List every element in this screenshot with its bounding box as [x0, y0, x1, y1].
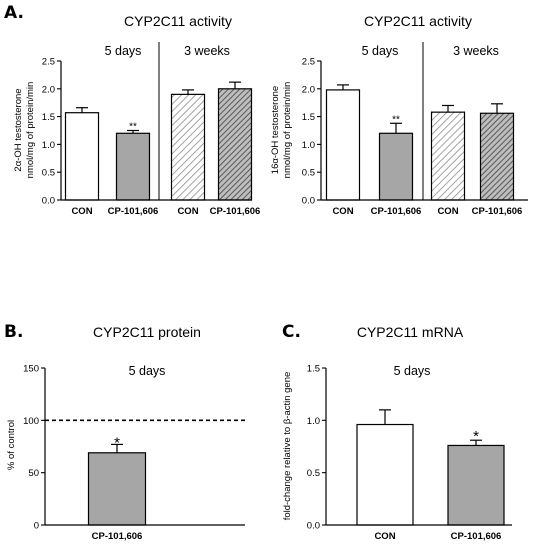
y-axis-label-line2: nmol/mg of protein/min	[25, 82, 36, 179]
y-tick-label: 2.5	[302, 57, 315, 68]
bars: *	[87, 434, 147, 526]
significance-marker: *	[473, 428, 479, 445]
y-tick-label: 0.0	[302, 196, 315, 207]
y-ticks: 0.0 0.5 1.0 1.5 2.0 2.5	[302, 57, 321, 207]
bars: *	[356, 409, 505, 526]
y-tick-label: 1.0	[42, 140, 55, 151]
category-labels: CP-101,606	[92, 531, 143, 542]
y-ticks: 0.0 0.5 1.0 1.5	[307, 364, 326, 532]
bars: **	[64, 81, 253, 201]
panel-letter-b: B.	[4, 322, 23, 342]
y-tick-label: 150	[23, 364, 39, 375]
chart-activity-16a: CYP2C11 activity 5 days 3 weeks 16α-OH t…	[270, 13, 528, 217]
category-labels: CON CP-101,606 CON CP-101,606	[71, 206, 260, 217]
bars: **	[325, 84, 515, 201]
y-tick-label: 2.0	[302, 84, 315, 95]
category-label: CP-101,606	[210, 206, 261, 217]
y-tick-label: 0.0	[42, 196, 55, 207]
bar	[447, 444, 505, 526]
chart-title: CYP2C11 activity	[124, 13, 232, 29]
group-label-5-days: 5 days	[394, 364, 431, 378]
y-tick-label: 1.5	[307, 364, 320, 375]
y-tick-label: 0.5	[42, 168, 55, 179]
category-labels: CON CP-101,606	[374, 531, 501, 542]
y-tick-label: 50	[28, 468, 39, 479]
category-label: CP-101,606	[371, 206, 422, 217]
y-tick-label: 1.5	[302, 112, 315, 123]
category-labels: CON CP-101,606 CON CP-101,606	[332, 206, 522, 217]
bar	[325, 89, 361, 201]
group-label-5-days: 5 days	[362, 44, 399, 58]
y-axis-label-line1: 16α-OH testosterone	[270, 86, 281, 174]
y-axis-label: % of control	[6, 420, 17, 470]
bar	[479, 112, 515, 201]
y-tick-label: 1.0	[302, 140, 315, 151]
bar	[356, 423, 414, 526]
group-label-5-days: 5 days	[129, 364, 166, 378]
chart-mrna: CYP2C11 mRNA 5 days fold-change relative…	[282, 324, 512, 542]
chart-title: CYP2C11 protein	[93, 324, 201, 340]
bar	[217, 88, 253, 201]
category-label: CP-101,606	[472, 206, 523, 217]
bar	[64, 112, 100, 201]
significance-marker: *	[114, 434, 120, 451]
y-tick-label: 100	[23, 416, 39, 427]
category-label: CON	[71, 206, 92, 217]
bar	[378, 132, 414, 201]
category-label: CP-101,606	[108, 206, 159, 217]
bar	[115, 132, 151, 201]
category-label: CON	[177, 206, 198, 217]
category-label: CP-101,606	[92, 531, 143, 542]
y-tick-label: 0.0	[307, 521, 320, 532]
chart-protein: CYP2C11 protein 5 days % of control 0 50 1…	[6, 324, 245, 542]
bar	[170, 93, 206, 201]
category-label: CP-101,606	[451, 531, 502, 542]
y-ticks: 0.0 0.5 1.0 1.5 2.0 2.5	[42, 57, 61, 207]
category-label: CON	[374, 531, 395, 542]
y-tick-label: 2.0	[42, 84, 55, 95]
group-label-3-weeks: 3 weeks	[453, 44, 499, 58]
bar	[430, 111, 466, 201]
y-tick-label: 0.5	[302, 168, 315, 179]
y-tick-label: 1.0	[307, 416, 320, 427]
panel-letter-c: C.	[282, 322, 301, 342]
group-label-3-weeks: 3 weeks	[184, 44, 230, 58]
chart-activity-2a: CYP2C11 activity 5 days 3 weeks 2α-OH te…	[13, 13, 260, 217]
group-label-5-days: 5 days	[105, 44, 142, 58]
y-tick-label: 1.5	[42, 112, 55, 123]
significance-marker: **	[129, 122, 137, 133]
chart-title: CYP2C11 mRNA	[357, 324, 464, 340]
category-label: CON	[437, 206, 458, 217]
y-tick-label: 2.5	[42, 57, 55, 68]
category-label: CON	[332, 206, 353, 217]
bar	[87, 452, 147, 526]
y-axis-label-line1: 2α-OH testosterone	[13, 88, 24, 171]
y-axis-label-line2: nmol/mg of protein/min	[282, 82, 293, 179]
chart-title: CYP2C11 activity	[364, 13, 472, 29]
y-axis-label: fold-change relative to β-actin gene	[282, 372, 293, 521]
panel-letter-a: A.	[4, 3, 24, 23]
y-tick-label: 0.5	[307, 468, 320, 479]
significance-marker: **	[392, 114, 400, 125]
y-ticks: 0 50 100 150	[23, 364, 45, 532]
y-tick-label: 0	[34, 521, 39, 532]
